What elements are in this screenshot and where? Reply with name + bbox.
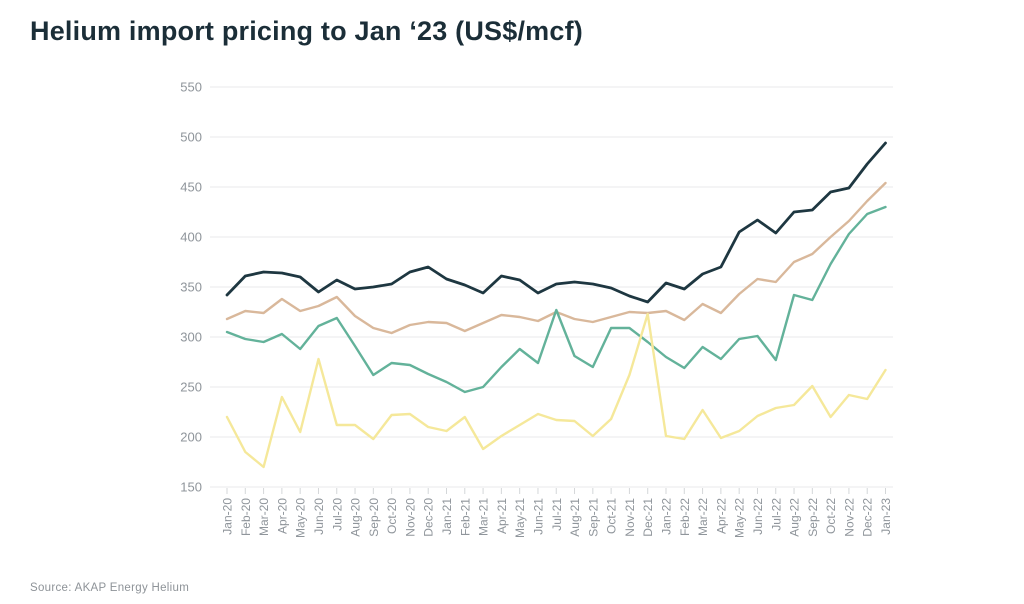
x-axis-label: Jul-20: [330, 498, 344, 531]
x-axis-label: Nov-21: [623, 498, 637, 537]
x-axis-label: Dec-22: [861, 498, 875, 537]
y-axis-label: 550: [180, 80, 202, 95]
y-axis-label: 350: [180, 280, 202, 295]
x-axis-label: Mar-21: [477, 498, 491, 536]
x-axis-label: Dec-21: [641, 498, 655, 537]
x-axis-label: Jul-21: [550, 498, 564, 531]
x-axis-label: Dec-20: [422, 498, 436, 537]
x-axis-label: Feb-20: [239, 498, 253, 536]
x-axis-label: Apr-21: [495, 498, 509, 534]
x-axis-label: Oct-21: [605, 498, 619, 534]
page-title: Helium import pricing to Jan ‘23 (US$/mc…: [30, 16, 583, 46]
x-axis-label: Jul-22: [769, 498, 783, 531]
x-axis-label: Oct-20: [385, 498, 399, 534]
x-axis-label: Sep-20: [367, 498, 381, 537]
source-note: Source: AKAP Energy Helium: [30, 582, 190, 594]
x-axis-label: Jan-21: [440, 498, 454, 535]
x-axis-label: Mar-22: [696, 498, 710, 536]
x-axis-label: May-22: [733, 498, 747, 538]
x-axis-label: Apr-22: [714, 498, 728, 534]
x-axis-label: Jun-22: [751, 498, 765, 535]
x-axis-label: Sep-22: [806, 498, 820, 537]
x-axis-label: Jan-23: [879, 498, 893, 535]
y-axis-label: 400: [180, 230, 202, 245]
x-axis-label: Jun-21: [531, 498, 545, 535]
x-axis-label: Jan-22: [660, 498, 674, 535]
x-axis-label: Sep-21: [586, 498, 600, 537]
x-axis-label: Aug-21: [568, 498, 582, 537]
x-axis-label: Feb-22: [678, 498, 692, 536]
y-axis-label: 300: [180, 330, 202, 345]
x-axis-label: Feb-21: [458, 498, 472, 536]
x-axis-label: May-20: [294, 498, 308, 538]
x-axis-label: Mar-20: [257, 498, 271, 536]
x-axis-label: Apr-20: [275, 498, 289, 534]
x-axis-label: Aug-20: [349, 498, 363, 537]
x-axis-label: Nov-22: [842, 498, 856, 537]
series-teal-line: [225, 205, 887, 394]
x-axis-label: Oct-22: [824, 498, 838, 534]
y-axis-label: 200: [180, 430, 202, 445]
x-axis-label: Jan-20: [221, 498, 235, 535]
series-dark-navy-line: [225, 141, 887, 304]
y-axis-label: 500: [180, 130, 202, 145]
x-axis-label: Jun-20: [312, 498, 326, 535]
x-axis-label: Nov-20: [403, 498, 417, 537]
y-axis-label: 150: [180, 480, 202, 495]
y-axis-label: 450: [180, 180, 202, 195]
x-axis-label: May-21: [513, 498, 527, 538]
series-yellow-line: [225, 312, 887, 469]
x-axis-label: Aug-22: [788, 498, 802, 537]
y-axis-label: 250: [180, 380, 202, 395]
